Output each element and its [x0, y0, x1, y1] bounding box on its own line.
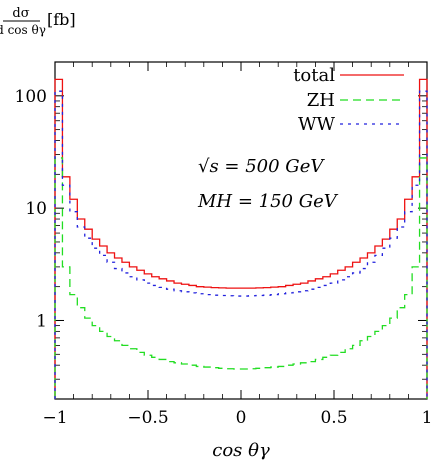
legend-entry-total: total [293, 65, 404, 86]
x-tick-label: −0.5 [127, 408, 168, 428]
legend-label-total: total [293, 65, 335, 86]
series-ww-line [54, 90, 428, 399]
legend: total ZH WW [293, 65, 404, 135]
y-axis-label-numerator: dσ [12, 6, 29, 21]
legend-entry-zh: ZH [307, 90, 404, 111]
axis-ticks: −1 −0.5 0 0.5 1 1 10 100 [15, 61, 433, 428]
y-axis-label: dσ d cos θγ [fb] [0, 6, 76, 37]
y-tick-label: 100 [15, 87, 47, 107]
x-tick-label: −1 [42, 408, 67, 428]
legend-label-zh: ZH [307, 90, 335, 111]
annotations: √s = 500 GeV MH = 150 GeV [197, 156, 339, 212]
x-tick-label: 0 [236, 408, 247, 428]
plot-frame [54, 61, 428, 400]
annotation-higgs-mass: MH = 150 GeV [197, 191, 339, 212]
legend-entry-ww: WW [298, 114, 404, 135]
series-layer [54, 78, 428, 399]
y-axis-label-unit: [fb] [47, 10, 76, 29]
x-axis-label: cos θγ [212, 440, 270, 461]
series-zh-line [54, 157, 428, 399]
series-total-line [54, 78, 428, 399]
y-tick-label: 10 [25, 199, 47, 219]
annotation-sqrt-s: √s = 500 GeV [198, 156, 325, 177]
y-axis-label-denominator: d cos θγ [0, 23, 46, 37]
x-tick-label: 1 [422, 408, 433, 428]
y-tick-label: 1 [36, 311, 47, 331]
legend-label-ww: WW [298, 114, 336, 135]
x-tick-label: 0.5 [320, 408, 347, 428]
